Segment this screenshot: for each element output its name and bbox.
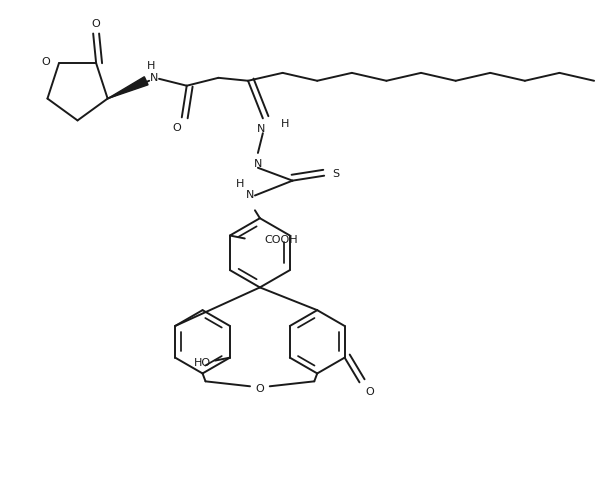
- Text: O: O: [172, 123, 181, 133]
- Text: O: O: [256, 384, 264, 394]
- Text: H: H: [147, 61, 155, 71]
- Text: N: N: [246, 190, 254, 200]
- Text: O: O: [365, 387, 374, 397]
- Text: S: S: [332, 169, 340, 179]
- Polygon shape: [107, 77, 148, 98]
- Text: N: N: [254, 159, 262, 169]
- Text: N: N: [150, 73, 158, 83]
- Text: O: O: [42, 57, 50, 67]
- Text: COOH: COOH: [265, 236, 298, 246]
- Text: O: O: [92, 19, 101, 29]
- Text: HO: HO: [194, 358, 211, 368]
- Text: H: H: [280, 119, 289, 129]
- Text: H: H: [236, 179, 244, 188]
- Text: N: N: [257, 124, 265, 134]
